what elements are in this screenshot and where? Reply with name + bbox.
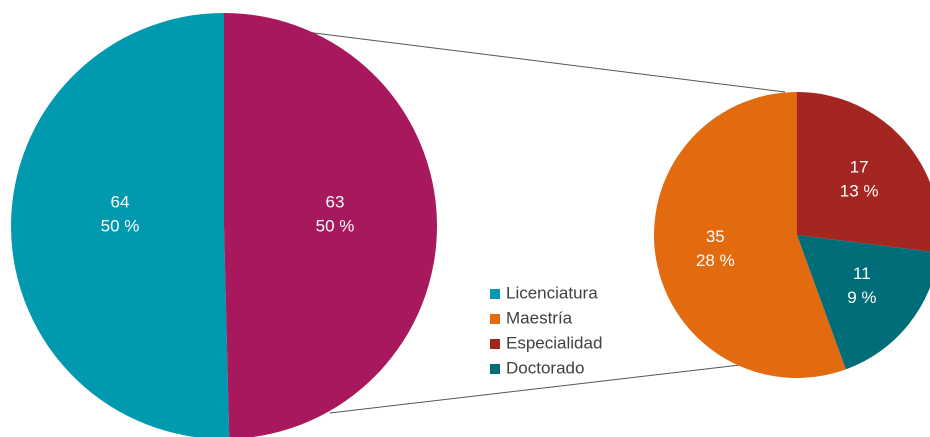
slice-value-label: 17 [850,158,869,177]
slice-percent-label: 28 % [696,251,735,270]
legend-label: Doctorado [506,358,584,377]
legend-swatch [490,364,500,374]
slice-percent-label: 50 % [101,216,140,235]
connector-line [329,364,741,414]
pie-slice [11,13,230,437]
slice-value-label: 63 [326,192,345,211]
pie-slice [797,92,930,252]
slice-value-label: 35 [706,227,725,246]
slice-value-label: 11 [853,264,871,283]
pie-slice [654,92,846,378]
legend-label: Especialidad [506,333,602,352]
legend-label: Maestría [506,308,573,327]
slice-value-label: 64 [111,192,130,211]
legend-swatch [490,289,500,299]
slice-percent-label: 13 % [840,182,879,201]
legend-swatch [490,339,500,349]
legend-label: Licenciatura [506,283,598,302]
slice-percent-label: 50 % [316,216,355,235]
legend-swatch [490,314,500,324]
pie-slice [797,235,930,370]
pie-slice [224,13,437,437]
slice-percent-label: 9 % [847,288,876,307]
connector-line [289,29,786,93]
